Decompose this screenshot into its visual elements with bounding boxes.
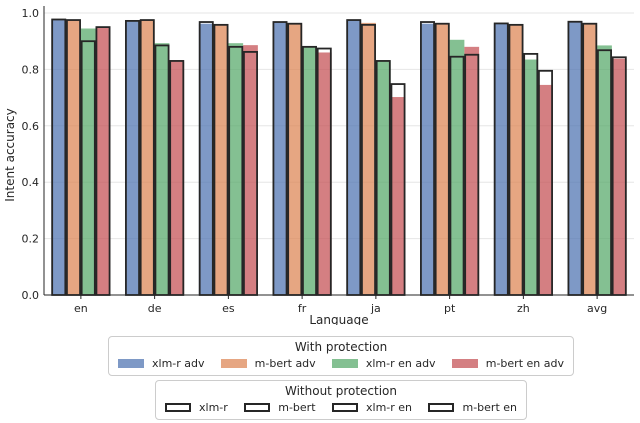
legend-item-m-bert-adv: m-bert adv (220, 357, 316, 370)
bar-m-bert-adv-avg (582, 23, 598, 295)
legend-swatch (451, 359, 478, 368)
legend-items-without-protection: xlm-r m-bert xlm-r en m-bert en (156, 401, 526, 414)
bar-xlm-r-en-adv-avg (597, 45, 612, 296)
bar-m-bert-adv-es (213, 24, 229, 296)
bar-m-bert-adv-ja (361, 22, 376, 296)
legend-swatch (165, 403, 191, 412)
legend-items-with-protection: xlm-r adv m-bert adv xlm-r en adv m-bert en… (109, 357, 573, 370)
bar-m-bert-en-adv-zh (538, 84, 553, 295)
legend-with-protection: With protection xlm-r adv m-bert adv xlm-r… (108, 336, 574, 376)
bar-m-bert-adv-de (139, 20, 155, 296)
legend-label: m-bert en (462, 401, 517, 414)
x-tick-label: pt (444, 302, 456, 315)
bar-xlm-r-en-adv-en (80, 28, 96, 295)
y-tick-label: 1.0 (22, 7, 40, 20)
bar-group (51, 18, 627, 296)
legend-swatch (244, 403, 271, 412)
legend-label: xlm-r en (366, 401, 413, 414)
axes: 0.0 0.2 0.4 0.6 0.8 1.0 en de es fr ja pt zh avg (22, 6, 634, 315)
bar-xlm-r-adv-pt (420, 23, 435, 295)
x-tick-label: zh (517, 302, 530, 315)
bar-m-bert-en-adv-de (169, 61, 185, 296)
bar-xlm-r-adv-es (198, 23, 214, 295)
bar-xlm-r-en-adv-pt (449, 39, 465, 295)
y-tick-label: 0.6 (22, 120, 40, 133)
bar-m-bert-en-adv-en (95, 27, 111, 295)
legend-item-m-bert: m-bert (244, 401, 316, 414)
legend-label: xlm-r (199, 401, 228, 414)
legend-item-xlm-r: xlm-r (165, 401, 228, 414)
bar-m-bert-adv-en (66, 20, 81, 296)
bar-m-bert-adv-zh (508, 24, 524, 296)
legend-item-xlm-r-adv: xlm-r adv (118, 357, 205, 370)
legend-swatch (118, 359, 144, 368)
bar-xlm-r-en-adv-ja (375, 60, 391, 295)
x-tick-label: en (74, 302, 88, 315)
legend-label: m-bert (278, 401, 316, 414)
bar-xlm-r-adv-ja (346, 20, 362, 296)
bar-m-bert-en-adv-ja (390, 97, 406, 295)
x-tick-label: avg (587, 302, 607, 315)
legend-title-without-protection: Without protection (284, 384, 397, 398)
y-tick-label: 0.2 (22, 233, 40, 246)
y-tick-label: 0.8 (22, 63, 40, 76)
legend-item-xlm-r-en: xlm-r en (332, 401, 412, 414)
bar-xlm-r-en-adv-fr (302, 46, 317, 296)
y-tick-label: 0.0 (22, 289, 40, 302)
y-tick-label: 0.4 (22, 176, 40, 189)
bar-xlm-r-adv-zh (493, 23, 509, 296)
legend-item-m-bert-en: m-bert en (428, 401, 517, 414)
legend-swatch (332, 403, 358, 412)
legend-title-with-protection: With protection (294, 340, 388, 354)
bar-xlm-r-adv-de (125, 20, 140, 296)
bar-xlm-r-adv-avg (567, 21, 583, 295)
bar-m-bert-adv-fr (287, 23, 303, 295)
legend-item-m-bert-en-adv: m-bert en adv (451, 357, 564, 370)
bar-m-bert-en-adv-es (243, 45, 258, 296)
x-tick-label: ja (370, 302, 381, 315)
x-tick-label: es (222, 302, 235, 315)
legend-label: xlm-r en adv (365, 357, 436, 370)
bar-xlm-r-en-adv-zh (523, 59, 539, 295)
legend-label: m-bert adv (254, 357, 316, 370)
legend-label: xlm-r adv (152, 357, 205, 370)
x-tick-label: de (148, 302, 162, 315)
y-axis-label: Intent accuracy (3, 108, 17, 202)
bar-xlm-r-en-adv-de (154, 43, 170, 296)
bar-xlm-r-adv-fr (272, 22, 288, 296)
bar-m-bert-en-adv-fr (316, 52, 332, 296)
bar-m-bert-en-adv-pt (464, 46, 480, 296)
x-axis-label: Language (309, 313, 368, 325)
x-tick-label: fr (298, 302, 307, 315)
legend-item-xlm-r-en-adv: xlm-r en adv (331, 357, 436, 370)
bar-m-bert-en-adv-avg (611, 58, 627, 296)
legend-without-protection: Without protection xlm-r m-bert xlm-r en m-… (155, 380, 527, 420)
bar-chart: 0.0 0.2 0.4 0.6 0.8 1.0 en de es fr ja pt zh avg Inte… (3, 6, 634, 325)
legend-label: m-bert en adv (485, 357, 564, 370)
legend-swatch (331, 359, 358, 368)
bar-m-bert-adv-pt (434, 23, 450, 295)
legend-swatch (428, 403, 455, 412)
bar-xlm-r-adv-en (51, 19, 67, 296)
legend-swatch (220, 359, 247, 368)
bar-xlm-r-en-adv-es (228, 43, 244, 296)
